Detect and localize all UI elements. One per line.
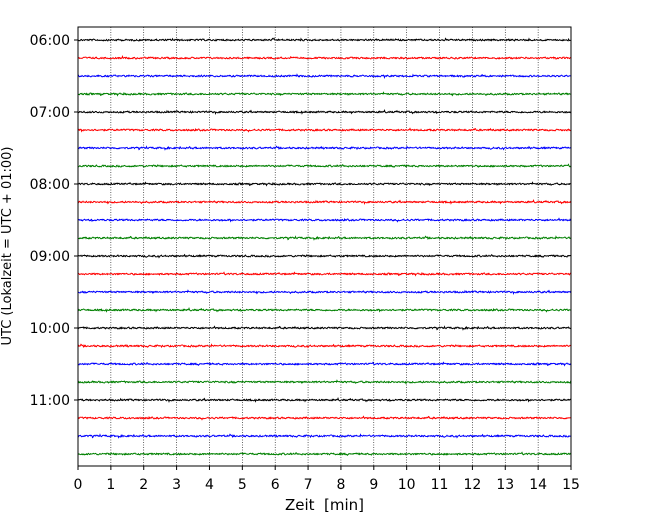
trace-11 xyxy=(77,217,572,223)
x-tick-label-14: 14 xyxy=(529,477,547,493)
y-tick-label-09:00: 09:00 xyxy=(30,249,70,265)
x-tick-label-6: 6 xyxy=(271,477,280,493)
y-tick-label-06:00: 06:00 xyxy=(30,33,70,49)
x-axis-ticks: 0 1 2 3 4 5 6 7 8 9 10 11 12 13 14 15 xyxy=(74,466,580,493)
trace-7 xyxy=(77,145,572,151)
trace-13 xyxy=(77,253,572,259)
trace-6 xyxy=(77,127,572,133)
x-tick-label-12: 12 xyxy=(463,477,481,493)
x-tick-label-11: 11 xyxy=(431,477,449,493)
y-tick-label-10:00: 10:00 xyxy=(30,321,70,337)
trace-20 xyxy=(77,379,572,385)
y-tick-label-07:00: 07:00 xyxy=(30,105,70,121)
trace-19 xyxy=(77,361,572,367)
trace-23 xyxy=(77,433,572,439)
trace-22 xyxy=(77,415,572,421)
x-tick-label-0: 0 xyxy=(74,477,83,493)
x-tick-label-3: 3 xyxy=(172,477,181,493)
trace-10 xyxy=(77,198,572,206)
trace-1 xyxy=(77,37,572,42)
trace-16 xyxy=(77,306,572,313)
vertical-gridlines xyxy=(110,27,539,466)
y-tick-label-11:00: 11:00 xyxy=(30,393,70,409)
y-axis-ticks: 06:00 07:00 08:00 09:00 10:00 11:00 xyxy=(30,33,78,409)
x-tick-label-9: 9 xyxy=(369,477,378,493)
x-tick-label-1: 1 xyxy=(106,477,115,493)
trace-4 xyxy=(77,91,572,97)
trace-18 xyxy=(77,343,572,349)
y-tick-label-08:00: 08:00 xyxy=(30,177,70,193)
trace-12 xyxy=(77,235,572,241)
x-tick-label-15: 15 xyxy=(562,477,580,493)
trace-2 xyxy=(77,55,572,60)
trace-5 xyxy=(77,108,572,116)
trace-15 xyxy=(77,289,572,296)
x-axis-title: Zeit [min] xyxy=(285,496,364,514)
trace-24 xyxy=(77,451,572,457)
seismogram-traces xyxy=(77,37,572,457)
x-tick-label-4: 4 xyxy=(205,477,214,493)
x-tick-label-7: 7 xyxy=(304,477,313,493)
trace-21 xyxy=(77,396,572,404)
y-axis-title: UTC (Lokalzeit = UTC + 01:00) xyxy=(0,147,15,346)
trace-3 xyxy=(77,73,572,79)
plot-frame xyxy=(77,26,572,467)
x-tick-label-8: 8 xyxy=(336,477,345,493)
x-tick-label-10: 10 xyxy=(398,477,416,493)
trace-8 xyxy=(77,163,572,169)
x-tick-label-2: 2 xyxy=(139,477,148,493)
trace-9 xyxy=(77,181,572,187)
trace-17 xyxy=(77,325,572,331)
x-tick-label-5: 5 xyxy=(238,477,247,493)
plot-background xyxy=(78,27,571,466)
trace-14 xyxy=(77,271,572,277)
x-tick-label-13: 13 xyxy=(496,477,514,493)
